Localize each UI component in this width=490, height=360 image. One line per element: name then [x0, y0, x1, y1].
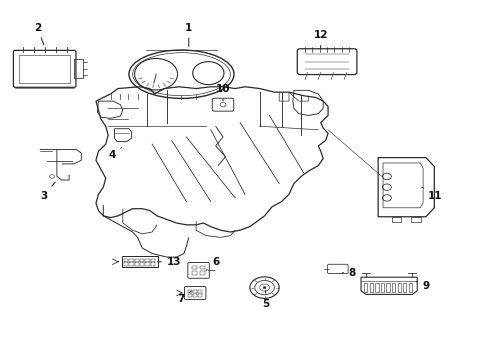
Text: 7: 7: [177, 291, 191, 304]
Bar: [198, 291, 201, 293]
Bar: [74, 59, 83, 78]
Bar: [150, 258, 155, 262]
Bar: [19, 55, 70, 83]
Bar: [135, 262, 139, 266]
Text: 10: 10: [216, 84, 230, 101]
Bar: [135, 258, 139, 262]
Bar: [129, 262, 134, 266]
Text: 4: 4: [108, 148, 122, 160]
Text: 5: 5: [262, 291, 269, 309]
Bar: [381, 283, 384, 292]
Text: 12: 12: [314, 30, 328, 48]
Bar: [392, 217, 401, 222]
Bar: [397, 283, 401, 292]
Bar: [200, 271, 205, 275]
Bar: [386, 283, 390, 292]
Bar: [411, 217, 421, 222]
Bar: [129, 258, 134, 262]
Bar: [192, 266, 197, 269]
Text: 9: 9: [416, 281, 429, 291]
Text: 2: 2: [34, 23, 44, 45]
Bar: [140, 262, 144, 266]
Text: 1: 1: [185, 23, 193, 46]
Bar: [193, 291, 196, 293]
Bar: [193, 294, 196, 297]
Bar: [188, 294, 192, 297]
Bar: [364, 283, 368, 292]
Bar: [192, 271, 197, 275]
Bar: [124, 262, 128, 266]
Bar: [188, 291, 192, 293]
Circle shape: [263, 287, 266, 289]
Bar: [392, 283, 395, 292]
Text: 11: 11: [422, 187, 443, 201]
Bar: [369, 283, 373, 292]
Text: 8: 8: [343, 267, 356, 278]
Bar: [200, 266, 205, 269]
Text: 6: 6: [206, 257, 220, 270]
Text: 13: 13: [157, 257, 181, 267]
Bar: [198, 294, 201, 297]
Bar: [145, 258, 149, 262]
Bar: [409, 283, 412, 292]
Bar: [122, 256, 158, 267]
Bar: [150, 262, 155, 266]
Bar: [375, 283, 378, 292]
Bar: [140, 258, 144, 262]
Bar: [124, 258, 128, 262]
Text: 3: 3: [40, 182, 55, 201]
Bar: [403, 283, 407, 292]
Bar: [145, 262, 149, 266]
